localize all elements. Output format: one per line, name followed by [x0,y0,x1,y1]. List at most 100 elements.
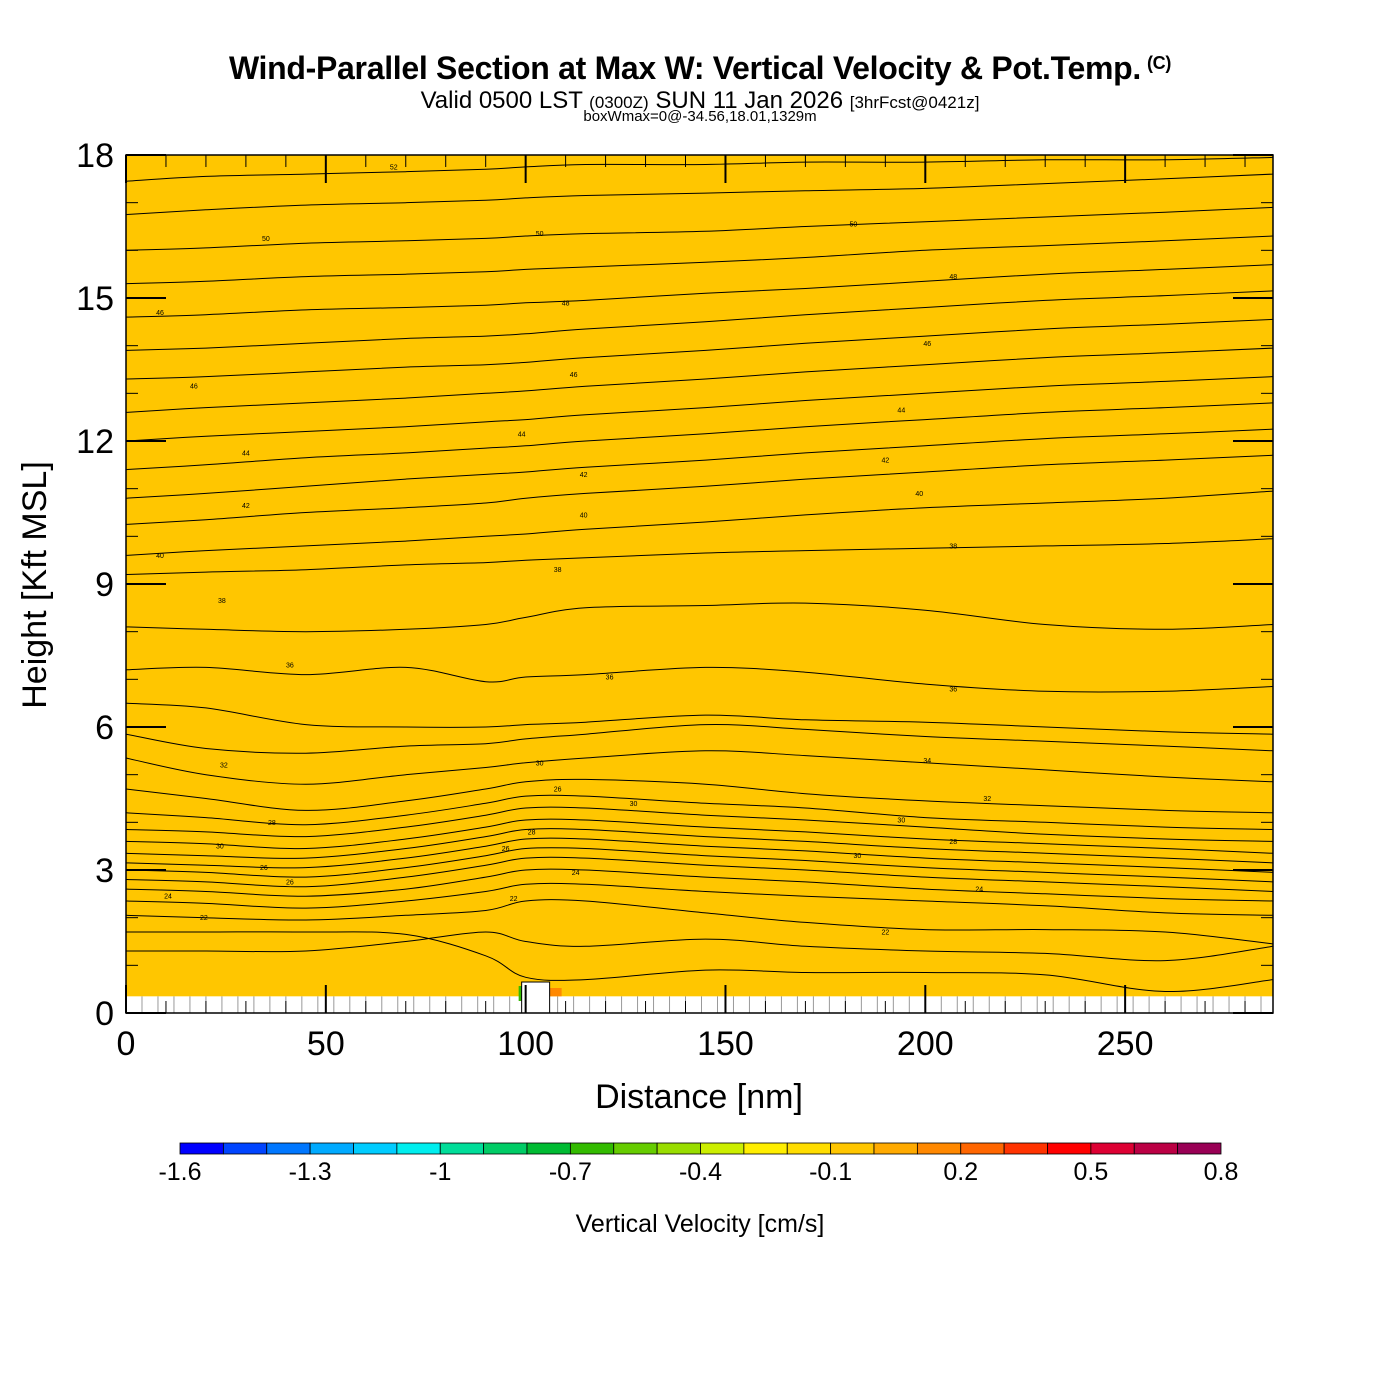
colorbar-tick-label: -0.7 [549,1158,592,1186]
contour-label: 38 [218,598,226,605]
contour-label: 36 [606,674,614,681]
contour-label: 30 [897,817,905,824]
colorbar-swatch [1133,1142,1179,1155]
colorbar-tick-label: -0.4 [679,1158,722,1186]
plot-area: 52 50 50 50 48 48 46 46 46 46 44 44 44 42 42 40 42 40 38 40… [125,155,1273,1014]
theta-contour-23 [126,376,1273,442]
x-tick-label: 250 [1097,1025,1154,1063]
theta-contour-6 [126,847,1273,883]
colorbar-swatch [656,1142,701,1155]
contour-label: 50 [262,236,270,243]
contour-label: 46 [156,310,164,317]
contour-label: 40 [580,512,588,519]
contour-label: 44 [897,408,905,415]
colorbar-swatch [526,1142,571,1155]
colorbar-tick-label: -1.6 [158,1158,201,1186]
theta-contour-21 [126,428,1273,499]
y-tick-label: 0 [95,995,114,1033]
contour-label: 30 [216,844,224,851]
contour-label: 26 [554,786,562,793]
contour-label: 24 [164,894,172,901]
y-axis-title: Height [Kft MSL] [16,461,54,709]
x-tick-label: 150 [697,1025,754,1063]
contour-label: 42 [242,503,250,510]
chart-title: Wind-Parallel Section at Max W: Vertical… [228,50,1172,86]
contour-label: 36 [286,663,294,670]
colorbar-swatch [743,1142,788,1155]
theta-contour-10 [126,806,1273,842]
contour-label: 50 [849,222,857,229]
contour-label: 24 [572,870,580,877]
contour-label: 22 [881,929,889,936]
theta-contour-24 [126,347,1273,413]
contour-label: 28 [268,820,276,827]
contour-label: 42 [580,472,588,479]
theta-contour-27 [126,264,1273,318]
contour-label: 22 [200,915,208,922]
contour-label: 30 [630,801,638,808]
colorbar-swatch [222,1142,268,1155]
theta-contour-15 [126,702,1273,735]
colorbar-swatch [960,1142,1005,1155]
contour-label: 34 [923,758,931,765]
box-info: boxWmax=0@-34.56,18.01,1329m [583,108,817,125]
theta-contour-5 [126,856,1273,892]
colorbar-tick-label: -0.1 [809,1158,852,1186]
colorbar: -1.6 -1.3 -1 -0.7 -0.4 -0.1 0.2 0.5 0.8 [158,1142,1239,1186]
theta-contour-13 [126,750,1273,785]
colorbar-tick-label: 0.2 [943,1158,978,1186]
contour-label: 42 [881,458,889,465]
colorbar-swatch [266,1142,311,1155]
y-tick-label: 3 [95,852,114,890]
y-tick-label: 6 [95,709,114,747]
contour-label: 32 [220,763,228,770]
theta-contour-25 [126,318,1273,380]
colorbar-swatch [353,1142,398,1155]
peak-downdraft-patch [549,988,562,997]
colorbar-swatch [1047,1142,1092,1155]
contour-label: 46 [190,384,198,391]
theta-contour-22 [126,402,1273,471]
colorbar-tick-label: 0.8 [1204,1158,1239,1186]
theta-contour-17 [126,602,1273,633]
colorbar-swatch [873,1142,918,1155]
y-tick-label: 15 [76,280,114,318]
theta-contour-12 [126,778,1273,814]
colorbar-swatch [916,1142,962,1155]
contour-label: 28 [949,839,957,846]
contour-label: 28 [528,829,536,836]
colorbar-tick-label: -1.3 [289,1158,332,1186]
contour-label: 22 [510,896,518,903]
contour-label: 36 [949,686,957,693]
contour-label: 40 [156,553,164,560]
colorbar-swatch [1003,1142,1048,1155]
theta-contour-9 [126,818,1273,854]
contour-label: 30 [536,760,544,767]
contour-label: 38 [554,567,562,574]
contour-label: 32 [983,796,991,803]
theta-contour-26 [126,290,1273,351]
contour-label: 40 [915,491,923,498]
valid-time: Valid 0500 LST [420,87,583,114]
copyright-mark: (C) [1146,53,1172,73]
contour-label: 46 [923,341,931,348]
colorbar-tick-label: 0.5 [1073,1158,1108,1186]
colorbar-swatch [179,1142,224,1155]
colorbar-swatch [613,1142,658,1155]
colorbar-swatch [700,1142,745,1155]
theta-contour-28 [126,235,1273,285]
theta-contours: 52 50 50 50 48 48 46 46 46 46 44 44 44 42 42 40 42 40 38 40… [126,156,1273,993]
colorbar-swatch [483,1142,528,1155]
contour-label: 26 [502,846,510,853]
contour-label: 26 [260,865,268,872]
x-tick-label: 100 [497,1025,554,1063]
theta-contour-16 [126,666,1273,693]
x-tick-label: 50 [307,1025,345,1063]
velocity-fill [126,155,1273,1013]
theta-contour-4 [126,868,1273,902]
valid-date: SUN 11 Jan 2026 [655,87,844,114]
contour-label: 50 [536,231,544,238]
colorbar-swatch [830,1142,875,1155]
